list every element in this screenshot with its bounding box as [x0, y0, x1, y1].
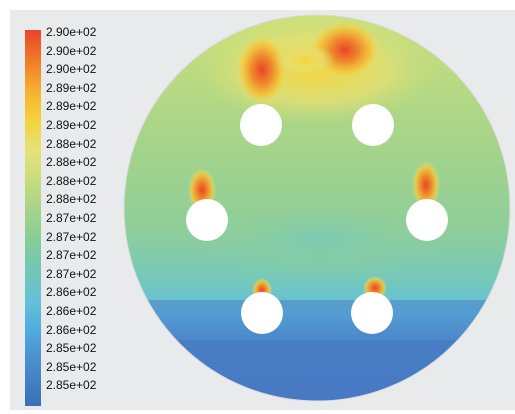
tube-mid-right: [406, 199, 448, 241]
legend-tick-label: 2.85e+02: [46, 341, 97, 356]
legend-tick-label: 2.89e+02: [46, 118, 97, 132]
color-legend-bar: [25, 30, 41, 406]
tube-top-right: [352, 104, 394, 146]
legend-tick-label: 2.90e+02: [46, 43, 97, 58]
tube-bottom-right: [351, 292, 393, 334]
legend-tick-label: 2.88e+02: [46, 173, 97, 188]
legend-tick-label: 2.87e+02: [46, 266, 97, 281]
fluid-domain: [124, 15, 510, 401]
tube-top-left: [240, 104, 282, 146]
domain-boundary: [123, 14, 511, 402]
legend-tick-label: 2.89e+02: [46, 99, 97, 114]
legend-tick-label: 2.89e+02: [46, 80, 97, 95]
legend-tick-label: 2.86e+02: [46, 285, 97, 300]
color-legend-labels: 2.90e+02 2.90e+02 2.90e+02 2.89e+02 2.89e+02…: [46, 25, 156, 410]
legend-tick-label: 2.87e+02: [46, 229, 97, 244]
legend-tick-label: 2.85e+02: [46, 378, 97, 393]
legend-tick-label: 2.90e+02: [46, 25, 97, 39]
legend-tick-label: 2.86e+02: [46, 322, 97, 337]
legend-tick-label: 2.87e+02: [46, 211, 97, 225]
legend-tick-label: 2.85e+02: [46, 359, 97, 374]
legend-tick-label: 2.86e+02: [46, 304, 97, 318]
legend-tick-label: 2.88e+02: [46, 155, 97, 170]
tube-bottom-left: [241, 292, 283, 334]
legend-tick-label: 2.88e+02: [46, 192, 97, 207]
legend-tick-label: 2.88e+02: [46, 136, 97, 151]
tubes: [186, 104, 448, 334]
tube-mid-left: [186, 199, 228, 241]
legend-tick-label: 2.90e+02: [46, 62, 97, 77]
legend-tick-label: 2.87e+02: [46, 248, 97, 263]
